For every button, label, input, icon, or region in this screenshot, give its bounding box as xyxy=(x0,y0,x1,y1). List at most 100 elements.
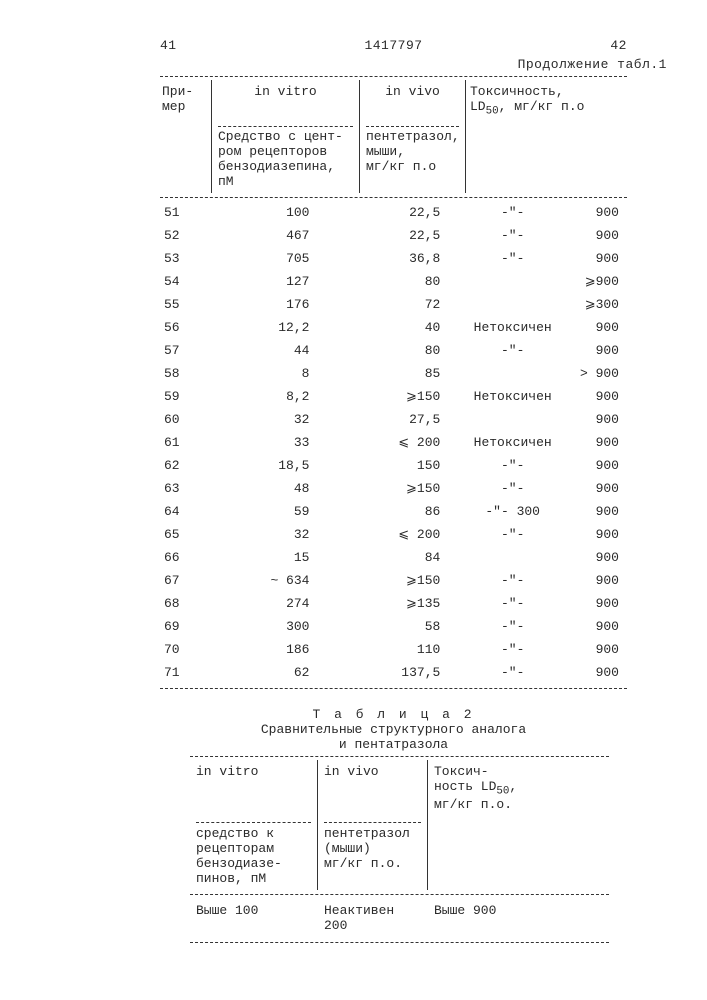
t2-col-invitro-sub: средство крецепторамбензодиазе-пинов, пМ xyxy=(196,826,311,886)
cell-invivo: 137,5 xyxy=(341,661,462,684)
doc-number: 1417797 xyxy=(364,38,422,53)
table2-data-row: Выше 100 Неактивен200 Выше 900 xyxy=(190,898,609,938)
cell-invitro: 32 xyxy=(216,408,341,431)
table-continuation-label: Продолжение табл.1 xyxy=(160,57,667,72)
table-row: 6348⩾150-"-900 xyxy=(160,477,627,500)
table-row: 58885> 900 xyxy=(160,362,627,385)
cell-toxicity: Нетоксичен xyxy=(462,385,563,408)
table-row: 574480-"-900 xyxy=(160,339,627,362)
rule-after-body xyxy=(160,688,627,689)
table1-col-invitro-top: in vitro xyxy=(212,80,360,122)
page-header: 41 1417797 42 xyxy=(160,38,627,53)
cell-invitro: 274 xyxy=(216,592,341,615)
cell-toxicity: -"- xyxy=(462,569,563,592)
cell-example: 51 xyxy=(160,201,216,224)
cell-example: 62 xyxy=(160,454,216,477)
cell-toxicity: -"- xyxy=(462,638,563,661)
cell-invitro: 12,2 xyxy=(216,316,341,339)
cell-invitro: 186 xyxy=(216,638,341,661)
cell-invitro: 100 xyxy=(216,201,341,224)
table-row: 68274⩾135-"-900 xyxy=(160,592,627,615)
cell-ld50: 900 xyxy=(563,661,627,684)
cell-example: 60 xyxy=(160,408,216,431)
cell-ld50: ⩾900 xyxy=(563,270,627,293)
cell-toxicity xyxy=(462,362,563,385)
cell-example: 59 xyxy=(160,385,216,408)
cell-toxicity: -"- xyxy=(462,201,563,224)
table-row: 5110022,5-"-900 xyxy=(160,201,627,224)
table2-subtitle: Сравнительные структурного аналогаи пент… xyxy=(160,722,627,752)
cell-example: 57 xyxy=(160,339,216,362)
table-row: 598,2⩾150Нетоксичен900 xyxy=(160,385,627,408)
t2-col-toxicity: Токсич-ность LD50,мг/кг п.о. xyxy=(428,760,548,817)
cell-toxicity: -"- xyxy=(462,247,563,270)
cell-example: 55 xyxy=(160,293,216,316)
cell-example: 64 xyxy=(160,500,216,523)
table1-col-toxicity: Токсичность,LD50, мг/кг п.о xyxy=(466,80,616,122)
cell-invivo: 36,8 xyxy=(341,247,462,270)
cell-example: 63 xyxy=(160,477,216,500)
cell-invivo: 150 xyxy=(341,454,462,477)
cell-ld50: 900 xyxy=(563,477,627,500)
cell-invivo: ⩾150 xyxy=(341,569,462,592)
cell-ld50: 900 xyxy=(563,339,627,362)
cell-ld50: 900 xyxy=(563,224,627,247)
cell-ld50: > 900 xyxy=(563,362,627,385)
cell-invitro: 8,2 xyxy=(216,385,341,408)
cell-toxicity xyxy=(462,546,563,569)
table1-body: 5110022,5-"-9005246722,5-"-9005370536,8-… xyxy=(160,201,627,684)
cell-ld50: 900 xyxy=(563,408,627,431)
table-row: 5612,240Нетоксичен900 xyxy=(160,316,627,339)
table-row: 5370536,8-"-900 xyxy=(160,247,627,270)
cell-invivo: 80 xyxy=(341,270,462,293)
cell-invitro: 59 xyxy=(216,500,341,523)
cell-invivo: 22,5 xyxy=(341,201,462,224)
cell-example: 53 xyxy=(160,247,216,270)
cell-ld50: 900 xyxy=(563,546,627,569)
cell-example: 52 xyxy=(160,224,216,247)
cell-toxicity xyxy=(462,293,563,316)
t2-rule-top xyxy=(190,756,609,757)
cell-toxicity: -"- xyxy=(462,477,563,500)
table-row: 6930058-"-900 xyxy=(160,615,627,638)
cell-toxicity xyxy=(462,408,563,431)
page-number-right: 42 xyxy=(610,38,627,53)
t2-cell-toxicity: Выше 900 xyxy=(428,903,548,933)
cell-example: 54 xyxy=(160,270,216,293)
t2-col-invivo: in vivo xyxy=(318,760,428,817)
cell-invivo: ⩽ 200 xyxy=(341,431,462,454)
t2-cell-invivo: Неактивен200 xyxy=(318,903,428,933)
cell-toxicity: -"- 300 xyxy=(462,500,563,523)
table1-col-invivo-sub: пентетразол,мыши,мг/кг п.о xyxy=(366,129,459,174)
table-row: 67~ 634⩾150-"-900 xyxy=(160,569,627,592)
cell-invivo: ⩾150 xyxy=(341,385,462,408)
cell-example: 66 xyxy=(160,546,216,569)
cell-example: 71 xyxy=(160,661,216,684)
table-row: 661584900 xyxy=(160,546,627,569)
cell-invivo: 27,5 xyxy=(341,408,462,431)
cell-example: 68 xyxy=(160,592,216,615)
rule-after-header xyxy=(160,197,627,198)
cell-example: 67 xyxy=(160,569,216,592)
cell-toxicity: -"- xyxy=(462,592,563,615)
cell-toxicity: -"- xyxy=(462,615,563,638)
cell-ld50: ⩾300 xyxy=(563,293,627,316)
table2-header-row1: in vitro in vivo Токсич-ность LD50,мг/кг… xyxy=(190,760,609,817)
cell-example: 70 xyxy=(160,638,216,661)
cell-invitro: 32 xyxy=(216,523,341,546)
cell-invitro: 300 xyxy=(216,615,341,638)
table-row: 5517672⩾300 xyxy=(160,293,627,316)
cell-invivo: ⩾150 xyxy=(341,477,462,500)
cell-invitro: 15 xyxy=(216,546,341,569)
cell-invivo: ⩽ 200 xyxy=(341,523,462,546)
cell-invitro: 467 xyxy=(216,224,341,247)
cell-invitro: 33 xyxy=(216,431,341,454)
table-row: 70186110-"-900 xyxy=(160,638,627,661)
cell-invivo: 85 xyxy=(341,362,462,385)
table2: Т а б л и ц а 2 Сравнительные структурно… xyxy=(160,707,627,944)
cell-example: 65 xyxy=(160,523,216,546)
table1-col-invivo-top: in vivo xyxy=(360,80,466,122)
table1-col-example: При-мер xyxy=(160,80,212,122)
cell-invivo: 80 xyxy=(341,339,462,362)
cell-ld50: 900 xyxy=(563,638,627,661)
